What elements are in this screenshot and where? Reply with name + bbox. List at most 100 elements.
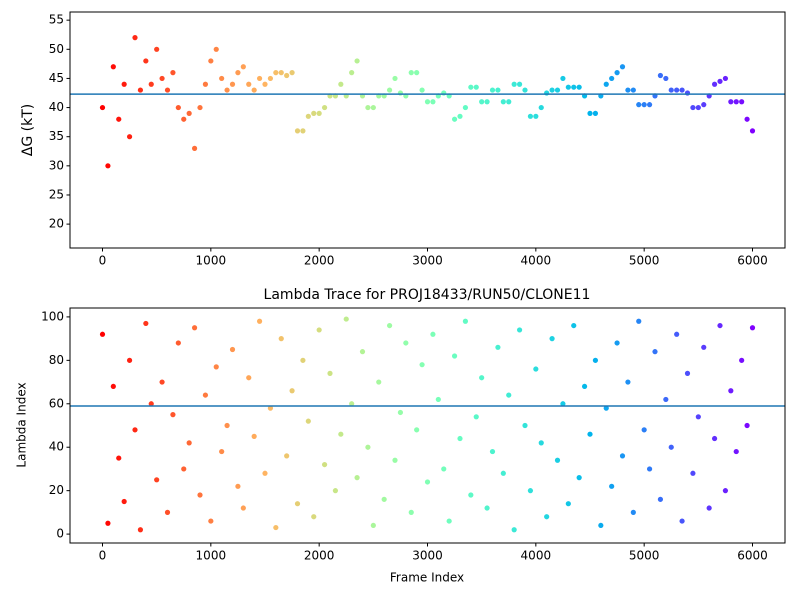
data-point [500,99,506,105]
data-point [403,340,409,346]
y-tick-label: 20 [49,217,64,231]
data-point [511,527,517,533]
x-tick-label: 6000 [737,549,768,563]
data-point [495,344,501,350]
data-point [262,81,268,87]
data-point [749,325,756,331]
data-point [267,405,274,411]
y-tick-label: 60 [49,396,64,410]
data-point [354,58,360,64]
y-tick-label: 45 [49,71,64,85]
data-point [392,457,398,463]
data-point [327,370,333,376]
data-point [560,401,566,407]
data-point [511,81,517,87]
data-point [744,116,750,122]
data-point [316,327,322,333]
data-point [349,401,355,407]
data-point [126,357,133,363]
data-point [533,366,539,372]
data-point [619,64,626,70]
data-point [175,340,181,346]
x-tick-label: 1000 [196,549,227,563]
data-point [739,99,745,105]
data-point [408,509,414,515]
data-point [99,331,106,337]
data-point [679,518,685,524]
data-point [544,514,550,520]
data-point [646,102,653,108]
data-point [684,370,691,376]
data-point [256,318,263,324]
data-point [365,444,371,450]
data-point [506,392,512,398]
data-point [186,110,192,116]
data-point [224,422,230,429]
data-point [278,70,284,76]
data-point [246,81,252,87]
data-point [451,116,458,122]
y-tick-label: 25 [49,187,64,201]
data-point [663,396,669,403]
data-point [560,75,566,82]
data-point [170,70,176,76]
data-point [522,422,528,429]
data-point [565,84,571,90]
y-tick-label: 40 [49,440,64,454]
data-point [722,75,729,82]
x-axis-label: Frame Index [390,571,464,585]
data-point [300,357,306,363]
data-point [679,87,685,93]
x-tick-label: 0 [99,254,107,268]
data-point [576,475,582,481]
data-point [690,104,696,111]
data-point [739,357,745,363]
data-point [191,145,198,151]
data-point [424,479,431,485]
data-point [419,362,425,368]
data-point [386,322,393,329]
data-point [690,470,696,476]
x-tick-label: 5000 [629,254,660,268]
data-point [722,488,729,494]
data-point [240,505,246,511]
data-point [332,488,339,494]
data-point [641,427,647,433]
data-point [208,58,214,64]
data-point [294,128,301,134]
data-point [110,383,116,390]
data-point [522,87,528,93]
data-point [701,102,707,108]
data-point [733,448,739,455]
data-point [711,435,718,442]
y-tick-label: 20 [49,483,64,497]
y-axis-label: Lambda Index [15,382,29,467]
data-point [219,448,225,455]
data-point [143,58,149,64]
data-point [619,453,626,459]
data-point [181,116,187,122]
data-point [164,87,171,93]
data-point [116,455,122,461]
data-point [284,453,290,459]
data-point [603,81,609,87]
data-point [197,104,203,111]
data-point [576,84,582,90]
data-point [229,346,236,353]
y-tick-label: 50 [49,42,64,56]
data-point [132,427,138,433]
y-tick-label: 80 [49,353,64,367]
data-point [386,87,393,93]
data-point [143,320,149,327]
data-point [370,522,376,529]
data-point [148,81,154,87]
data-point [717,78,723,84]
data-point [468,84,474,90]
data-point [592,357,599,363]
data-point [137,527,144,533]
data-point [430,99,436,105]
data-point [284,72,290,79]
data-point [202,392,209,398]
data-point [408,70,414,76]
data-point [733,99,739,105]
